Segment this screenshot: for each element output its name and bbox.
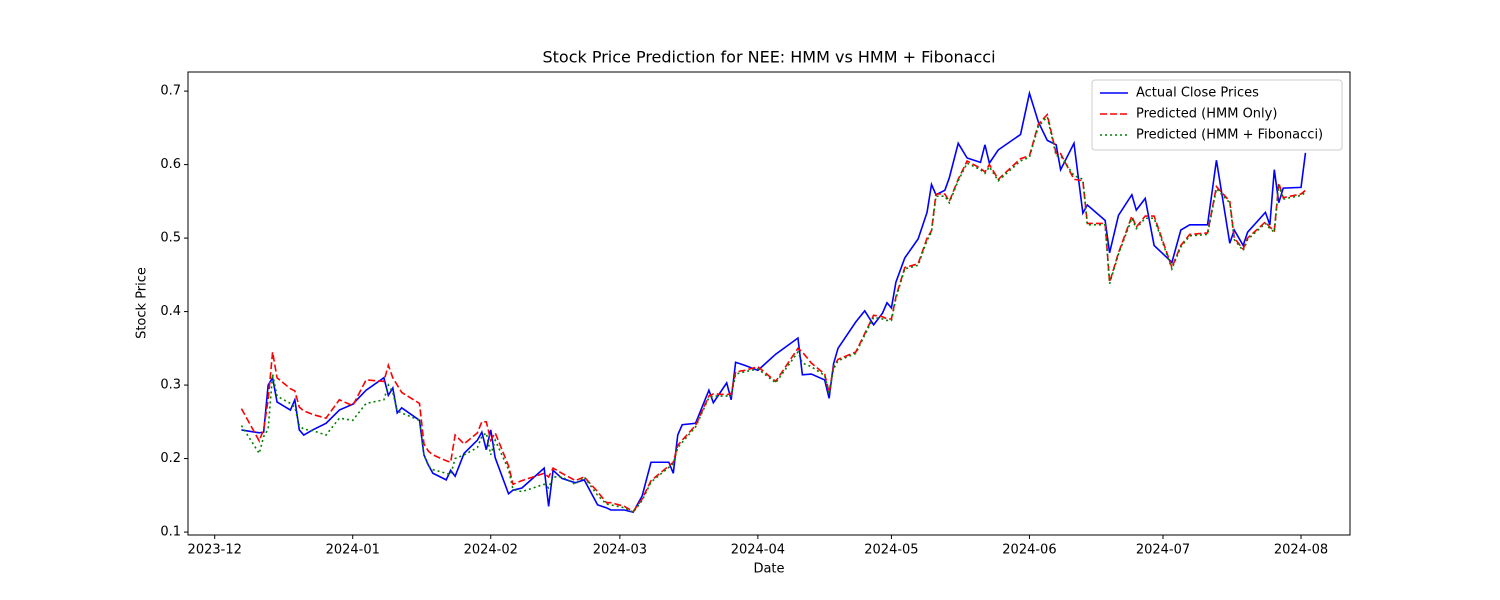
series-line <box>241 90 1307 514</box>
y-tick-label: 0.5 <box>160 231 181 246</box>
x-tick-label: 2024-05 <box>864 543 918 558</box>
y-axis-label: Stock Price <box>135 267 150 339</box>
y-tick-label: 0.3 <box>160 378 181 393</box>
legend-box <box>1091 79 1343 151</box>
y-tick-label: 0.4 <box>160 304 181 319</box>
x-tick-label: 2024-07 <box>1136 543 1190 558</box>
x-axis-label: Date <box>753 562 784 577</box>
x-tick-label: 2024-06 <box>1002 543 1056 558</box>
chart-title: Stock Price Prediction for NEE: HMM vs H… <box>542 48 995 67</box>
legend-label: Predicted (HMM + Fibonacci) <box>1136 128 1323 143</box>
x-tick-label: 2024-02 <box>464 543 518 558</box>
legend-label: Actual Close Prices <box>1136 86 1259 101</box>
plot-frame <box>187 71 1351 536</box>
x-tick-label: 2023-12 <box>188 543 242 558</box>
y-tick-label: 0.2 <box>160 451 181 466</box>
series-line <box>240 112 1306 513</box>
y-tick-label: 0.6 <box>160 157 181 172</box>
legend: Actual Close Prices Predicted (HMM Only) P… <box>1091 79 1343 151</box>
x-tick-label: 2024-03 <box>593 543 647 558</box>
legend-label: Predicted (HMM Only) <box>1136 107 1277 122</box>
x-tick-label: 2024-08 <box>1274 543 1328 558</box>
x-tick-label: 2024-01 <box>326 543 380 558</box>
y-tick-label: 0.1 <box>160 525 181 540</box>
series-line <box>240 115 1306 514</box>
x-tick-label: 2024-04 <box>731 543 785 558</box>
y-tick-label: 0.7 <box>160 84 181 99</box>
